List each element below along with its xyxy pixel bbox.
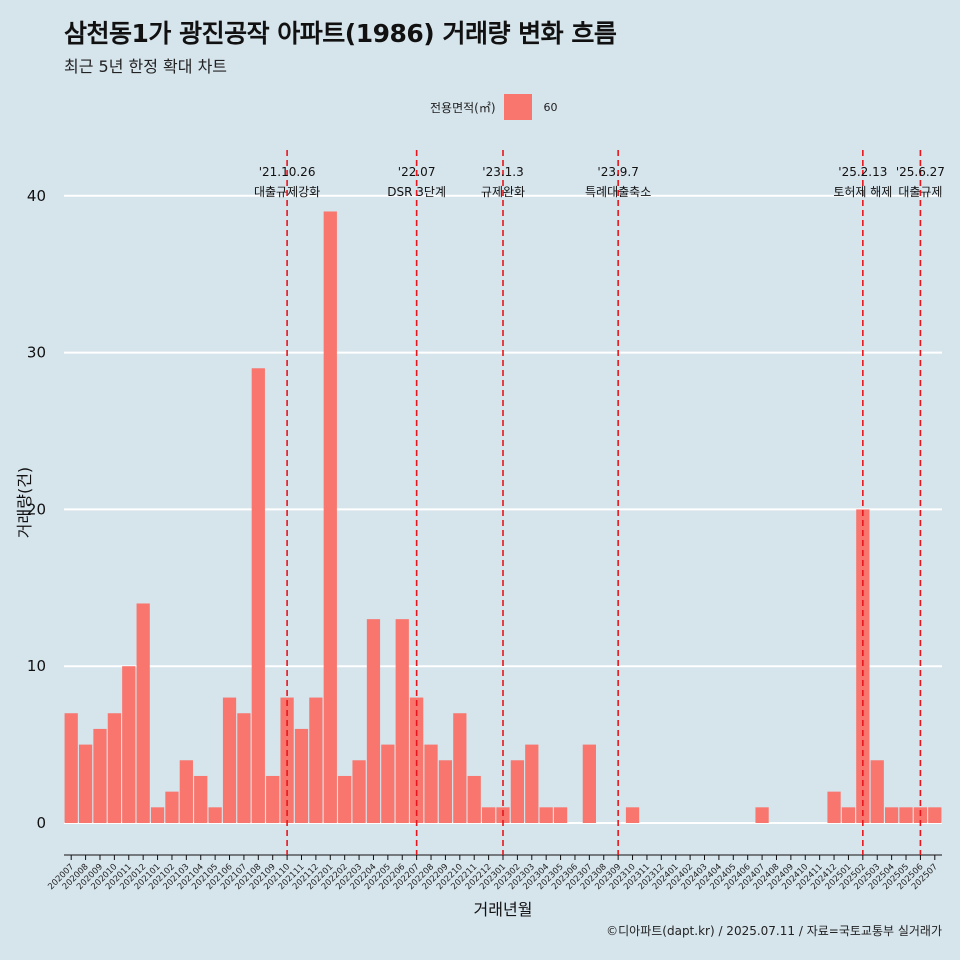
bar: [122, 666, 136, 823]
bar: [352, 760, 366, 823]
bar: [899, 807, 913, 823]
event-label: 대출규제강화: [254, 185, 320, 199]
bar: [885, 807, 899, 823]
bar: [107, 713, 121, 823]
chart-title: 삼천동1가 광진공작 아파트(1986) 거래량 변화 흐름: [64, 19, 617, 48]
bar: [64, 713, 78, 823]
event-date-label: '22.07: [398, 165, 436, 179]
event-label: 규제완화: [481, 185, 525, 199]
bar: [525, 744, 539, 823]
bar: [266, 775, 280, 823]
bar: [582, 744, 596, 823]
event-label: 토허제 해제: [833, 185, 892, 199]
bar: [841, 807, 856, 823]
y-axis-title: 거래량(건): [15, 467, 34, 538]
event-label: 대출규제: [898, 185, 942, 199]
bar: [539, 807, 553, 823]
source-caption: ©디아파트(dapt.kr) / 2025.07.11 / 자료=국토교통부 실…: [606, 924, 942, 938]
bar: [323, 211, 337, 824]
bar: [222, 697, 237, 823]
bar: [208, 807, 222, 823]
bar: [438, 760, 453, 823]
legend-item-label: 60: [543, 100, 558, 114]
event-date-label: '21.10.26: [259, 165, 316, 179]
bar: [366, 619, 381, 823]
y-tick-label: 0: [36, 814, 46, 832]
legend: 전용면적(㎡) 60: [430, 94, 558, 120]
bar: [827, 791, 841, 823]
bar: [467, 775, 481, 823]
bar: [150, 807, 165, 823]
bar: [165, 791, 179, 823]
bar: [553, 807, 568, 823]
event-date-label: '25.6.27: [896, 165, 945, 179]
bar: [237, 713, 251, 823]
legend-swatch: [503, 94, 532, 120]
bar: [424, 744, 438, 823]
bar: [381, 744, 395, 823]
bar: [453, 713, 467, 823]
bar: [179, 760, 193, 823]
bar: [928, 807, 942, 823]
legend-title: 전용면적(㎡): [430, 100, 496, 115]
bar: [755, 807, 769, 823]
bar: [510, 760, 525, 823]
bar: [395, 619, 409, 823]
bar: [78, 744, 93, 823]
bar: [294, 728, 309, 823]
bar: [338, 775, 352, 823]
y-tick-label: 10: [27, 657, 46, 675]
bar: [194, 775, 208, 823]
event-date-label: '23.9.7: [597, 165, 638, 179]
bar: [309, 697, 323, 823]
bar: [481, 807, 496, 823]
bar: [136, 603, 150, 823]
event-date-label: '23.1.3: [482, 165, 523, 179]
event-label: 특례대출축소: [585, 185, 651, 199]
bar: [93, 728, 107, 823]
bar: [625, 807, 640, 823]
event-label: DSR 3단계: [387, 185, 446, 199]
bar: [251, 368, 265, 823]
bar: [856, 509, 870, 823]
event-date-label: '25.2.13: [838, 165, 887, 179]
chart-subtitle: 최근 5년 한정 확대 차트: [64, 57, 228, 76]
y-tick-label: 30: [27, 344, 46, 362]
bar: [870, 760, 884, 823]
y-tick-label: 40: [27, 187, 46, 205]
x-axis-title: 거래년월: [474, 900, 533, 919]
y-tick-label: 20: [27, 500, 46, 518]
